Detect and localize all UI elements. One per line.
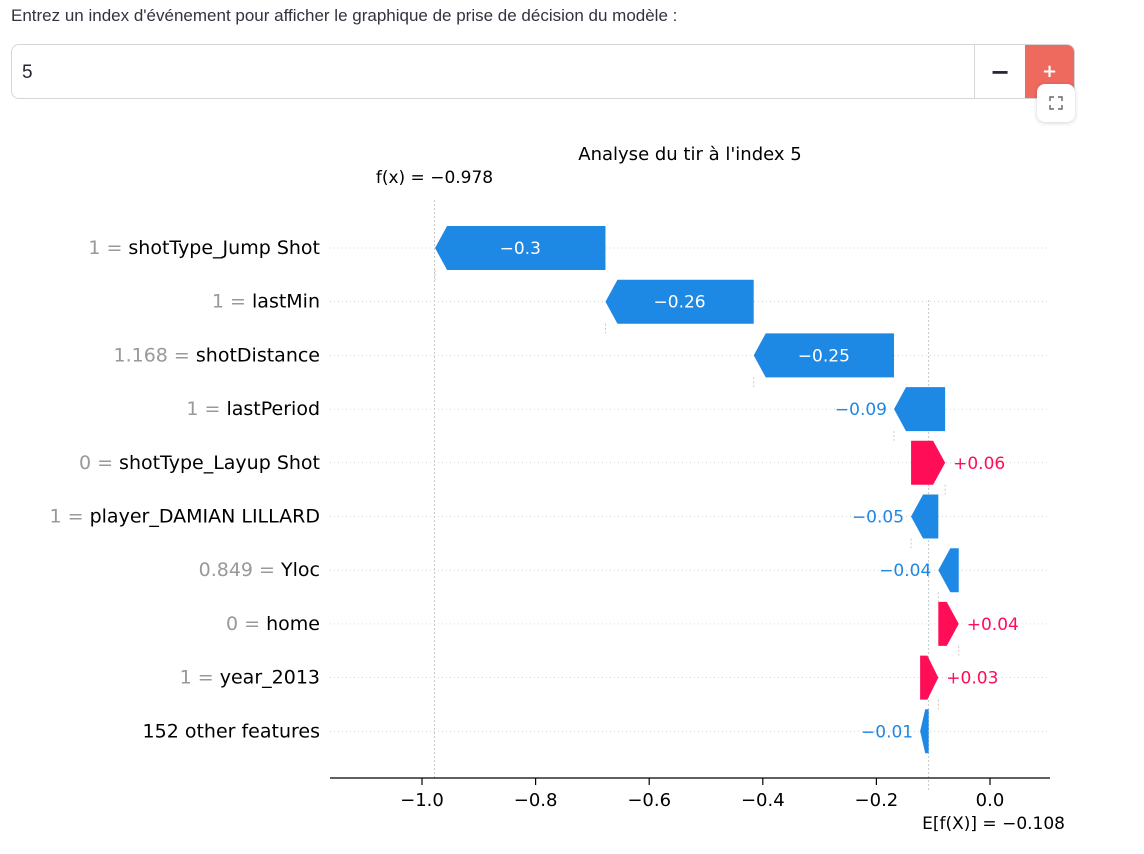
feature-label: 0 = home bbox=[226, 613, 320, 635]
bar bbox=[894, 387, 946, 432]
x-tick-label: −0.8 bbox=[514, 790, 558, 811]
event-index-value[interactable]: 5 bbox=[22, 62, 33, 83]
bar-value-label: −0.01 bbox=[861, 722, 913, 742]
feature-label: 1 = player_DAMIAN LILLARD bbox=[50, 506, 321, 528]
bar bbox=[911, 494, 939, 539]
bar bbox=[938, 548, 959, 593]
feature-label: 0 = shotType_Layup Shot bbox=[79, 452, 320, 474]
feature-label: 1 = year_2013 bbox=[180, 667, 320, 689]
bar bbox=[938, 601, 959, 646]
x-tick-label: −1.0 bbox=[400, 790, 444, 811]
bar bbox=[435, 226, 606, 270]
feature-label: 152 other features bbox=[143, 720, 320, 742]
input-label: Entrez un index d'événement pour affiche… bbox=[11, 6, 678, 25]
bar-value-label: −0.05 bbox=[852, 508, 904, 528]
bar-value-label: +0.03 bbox=[946, 669, 998, 689]
feature-label: 1.168 = shotDistance bbox=[114, 344, 321, 366]
bar-value-label: −0.3 bbox=[500, 239, 541, 259]
fullscreen-button[interactable] bbox=[1037, 84, 1075, 122]
bar-value-label: −0.04 bbox=[879, 561, 931, 581]
bar bbox=[920, 709, 929, 754]
decrement-button[interactable]: − bbox=[974, 45, 1025, 98]
bar-value-label: −0.26 bbox=[654, 293, 706, 313]
feature-label: 1 = shotType_Jump Shot bbox=[88, 237, 320, 259]
x-tick-label: −0.2 bbox=[855, 790, 899, 811]
bars: 1 = shotType_Jump Shot −0.3 1 = lastMin −0.… bbox=[50, 226, 1019, 754]
chart-title: Analyse du tir à l'index 5 bbox=[578, 144, 801, 165]
feature-label: 0.849 = Yloc bbox=[199, 559, 320, 581]
bar-value-label: −0.25 bbox=[798, 346, 850, 366]
bar-value-label: +0.04 bbox=[967, 615, 1019, 635]
bar-value-label: −0.09 bbox=[835, 400, 887, 420]
fullscreen-icon bbox=[1049, 96, 1063, 110]
bar bbox=[605, 279, 754, 324]
x-tick-label: −0.4 bbox=[741, 790, 785, 811]
grid-lines: f(x) = −0.978 bbox=[330, 168, 1048, 790]
fx-label: f(x) = −0.978 bbox=[376, 168, 493, 188]
x-tick-label: −0.6 bbox=[627, 790, 671, 811]
event-index-input[interactable]: 5 − + bbox=[11, 44, 1075, 99]
x-axis: −1.0 −0.8 −0.6 −0.4 −0.2 0.0 E[f(X)] = −0.108 bbox=[330, 777, 1065, 834]
x-tick-label: 0.0 bbox=[976, 790, 1005, 811]
bar bbox=[911, 440, 946, 485]
base-value-label: E[f(X)] = −0.108 bbox=[922, 814, 1065, 834]
bar bbox=[753, 333, 895, 378]
bar-value-label: +0.06 bbox=[953, 454, 1005, 474]
feature-label: 1 = lastPeriod bbox=[186, 398, 320, 420]
bar bbox=[920, 655, 939, 700]
feature-label: 1 = lastMin bbox=[212, 291, 320, 313]
